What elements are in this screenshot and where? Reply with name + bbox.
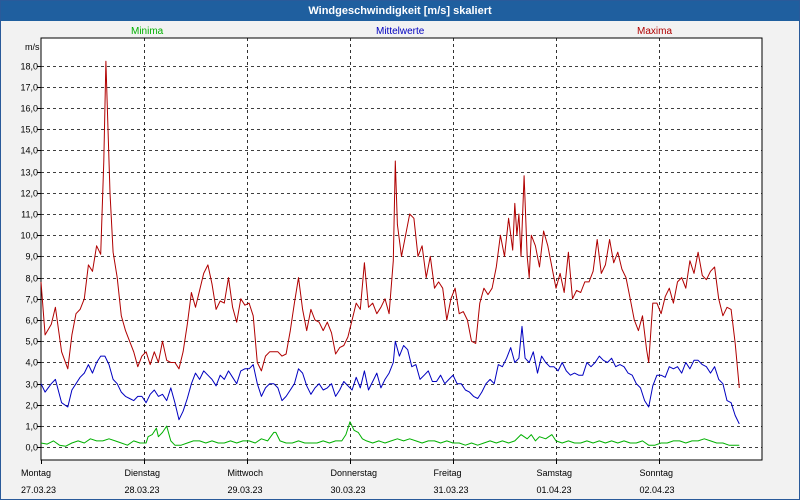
series-line-maxima (40, 60, 740, 388)
y-tick-label: 4,0 (25, 358, 38, 368)
y-tick-label: 2,0 (25, 401, 38, 411)
y-tick-label: 7,0 (25, 295, 38, 305)
y-tick-label: 12,0 (20, 189, 38, 199)
series-line-mittelwerte (40, 325, 740, 425)
window-title: Windgeschwindigkeit [m/s] skaliert (1, 1, 799, 21)
x-tick-date: 01.04.23 (537, 485, 572, 495)
y-tick-label: 16,0 (20, 104, 38, 114)
y-tick-label: 3,0 (25, 380, 38, 390)
x-tick-weekday: Freitag (434, 468, 462, 478)
y-tick-label: 5,0 (25, 337, 38, 347)
y-tick-label: 13,0 (20, 168, 38, 178)
y-axis-unit: m/s (25, 42, 40, 52)
series-line-minima (40, 421, 740, 447)
x-tick-weekday: Dienstag (125, 468, 161, 478)
x-tick-weekday: Montag (21, 468, 51, 478)
y-tick-label: 8,0 (25, 274, 38, 284)
x-tick-weekday: Samstag (537, 468, 573, 478)
y-tick-label: 0,0 (25, 443, 38, 453)
legend-mittelwerte: Mittelwerte (376, 26, 425, 37)
y-tick-label: 9,0 (25, 252, 38, 262)
y-tick-label: 6,0 (25, 316, 38, 326)
x-tick-date: 29.03.23 (228, 485, 263, 495)
y-tick-label: 10,0 (20, 231, 38, 241)
y-tick-label: 15,0 (20, 125, 38, 135)
y-tick-label: 17,0 (20, 83, 38, 93)
legend-minima: Minima (131, 26, 164, 37)
y-tick-label: 11,0 (21, 210, 38, 220)
y-tick-label: 18,0 (20, 62, 38, 72)
x-tick-weekday: Mittwoch (228, 468, 264, 478)
x-tick-date: 30.03.23 (331, 485, 366, 495)
x-tick-weekday: Donnerstag (331, 468, 378, 478)
y-tick-label: 14,0 (20, 146, 38, 156)
x-tick-date: 31.03.23 (434, 485, 469, 495)
y-tick-label: 1,0 (25, 422, 38, 432)
x-tick-date: 28.03.23 (125, 485, 160, 495)
x-tick-date: 27.03.23 (21, 485, 56, 495)
x-tick-date: 02.04.23 (640, 485, 675, 495)
legend-maxima: Maxima (637, 26, 673, 37)
x-tick-weekday: Sonntag (640, 468, 674, 478)
